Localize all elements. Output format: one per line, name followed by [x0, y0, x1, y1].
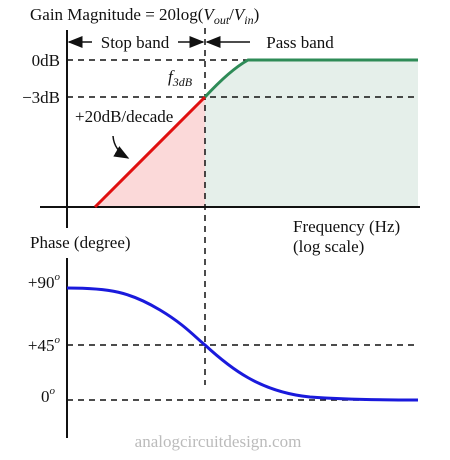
y-label: +90o [28, 271, 61, 292]
x-label: Frequency (Hz) [293, 217, 400, 236]
pass-region [205, 60, 418, 207]
slope-label: +20dB/decade [75, 107, 173, 126]
y-label: 0o [41, 385, 56, 406]
cutoff-label: f3dB [168, 67, 193, 89]
phase-curve [66, 286, 419, 402]
y-label: +45o [28, 334, 61, 355]
footer: analogcircuitdesign.com [135, 432, 302, 451]
y-label: 0dB [32, 51, 60, 70]
y-label: −3dB [22, 88, 60, 107]
pass-band-label: Pass band [266, 33, 334, 52]
pass-curve [203, 58, 418, 99]
stop-band-label: Stop band [101, 33, 170, 52]
x-label: (log scale) [293, 237, 364, 256]
stop-slope [93, 95, 207, 209]
slope-arrow [112, 135, 130, 159]
gain-title: Gain Magnitude = 20log(Vout/Vin) [30, 5, 259, 27]
phase-title: Phase (degree) [30, 233, 131, 252]
